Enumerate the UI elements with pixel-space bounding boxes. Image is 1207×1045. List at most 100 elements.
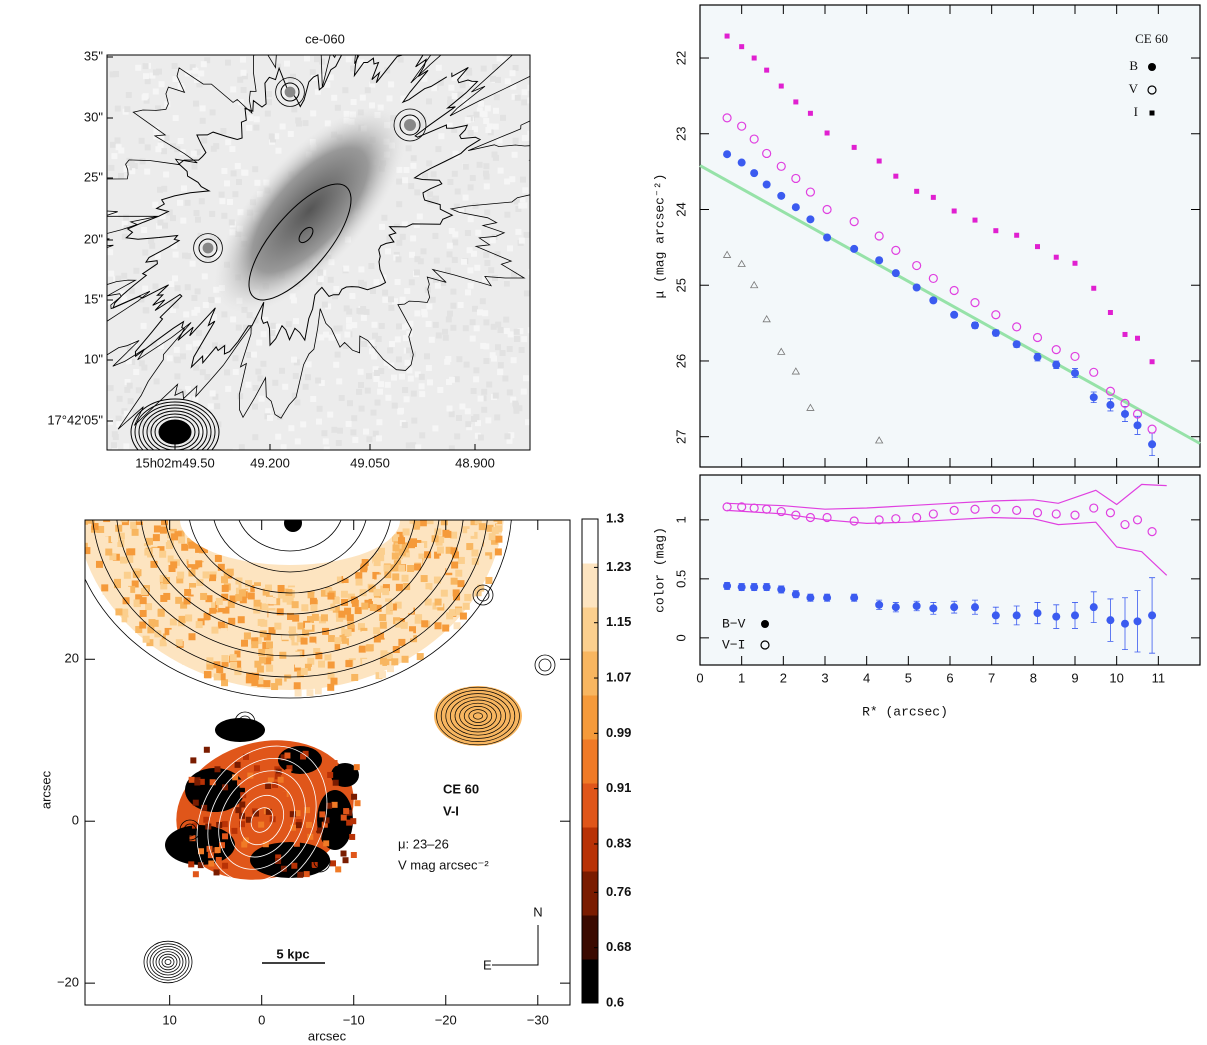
noise [121, 296, 128, 303]
noise [251, 403, 258, 410]
noise [208, 296, 215, 303]
noise [332, 293, 339, 300]
noise [114, 137, 121, 144]
point [971, 321, 979, 330]
contour [436, 686, 520, 746]
noise [407, 375, 414, 382]
contour [229, 782, 295, 858]
pixel [136, 520, 144, 522]
pixel [340, 590, 348, 598]
noise [510, 396, 517, 403]
noise [506, 345, 513, 352]
pixel [265, 782, 272, 789]
noise [183, 311, 190, 318]
noise [477, 395, 484, 402]
noise [386, 235, 393, 242]
pixel [269, 597, 277, 605]
pixel [159, 526, 167, 534]
noise [440, 279, 447, 286]
noise [483, 170, 490, 177]
noise [343, 305, 350, 312]
pixel [105, 548, 113, 556]
noise [384, 381, 391, 388]
point [1148, 440, 1157, 449]
noise [486, 123, 493, 130]
point [1053, 254, 1059, 260]
pixel [332, 779, 339, 786]
noise [153, 126, 160, 133]
pixel [360, 563, 368, 571]
pixel [466, 543, 474, 551]
pixel [183, 597, 191, 605]
noise [172, 115, 179, 122]
noise [304, 374, 311, 381]
noise [364, 87, 371, 94]
contour [250, 807, 274, 833]
pixel [180, 503, 187, 510]
pixel [285, 588, 293, 596]
noise [497, 369, 504, 376]
noise [502, 375, 509, 382]
y-tick-label: −20 [57, 975, 79, 990]
pixel [415, 571, 423, 579]
pixel [327, 608, 335, 616]
pixel [339, 634, 347, 642]
pixel [418, 592, 426, 600]
pixel [240, 639, 248, 647]
contour [445, 693, 511, 739]
pixel [307, 833, 314, 840]
noise [491, 233, 498, 240]
noise [391, 298, 398, 305]
pixel [105, 536, 113, 544]
pixel [119, 581, 127, 589]
pixel [439, 503, 446, 510]
pixel [190, 757, 197, 764]
noise [123, 165, 130, 172]
noise [121, 272, 128, 279]
noise [224, 369, 231, 376]
pixel [494, 502, 501, 509]
pixel [279, 651, 287, 659]
noise [111, 447, 118, 450]
noise [481, 111, 488, 118]
noise [405, 145, 412, 152]
pixel [169, 629, 177, 637]
core-white [180, 520, 400, 565]
pixel [152, 548, 160, 556]
pixel [331, 801, 338, 808]
y-tick-label: 15" [84, 291, 103, 306]
noise [396, 201, 403, 208]
pixel [347, 621, 355, 629]
noise [384, 248, 391, 255]
point [970, 504, 980, 514]
point [1120, 398, 1130, 408]
pixel [344, 629, 352, 637]
pixel [303, 871, 310, 878]
noise [454, 188, 461, 195]
noise [113, 71, 120, 78]
point [805, 512, 816, 523]
pixel [120, 520, 128, 523]
pixel [262, 588, 270, 596]
point [1089, 393, 1098, 402]
pixel [195, 545, 203, 553]
pixel [462, 602, 470, 610]
pixel [221, 584, 229, 592]
pixel [203, 612, 211, 620]
noise [172, 75, 179, 82]
pixel [208, 860, 215, 867]
point [1135, 335, 1140, 341]
pixel [453, 512, 460, 519]
point [1072, 260, 1078, 266]
pixel [200, 592, 208, 600]
noise [152, 69, 159, 76]
pixel [341, 598, 349, 606]
noise [124, 386, 131, 393]
noise [477, 434, 484, 441]
pixel [237, 616, 245, 624]
point [749, 134, 759, 144]
noise [476, 161, 483, 168]
contour [207, 758, 317, 882]
pixel [271, 781, 278, 788]
noise [112, 434, 119, 441]
